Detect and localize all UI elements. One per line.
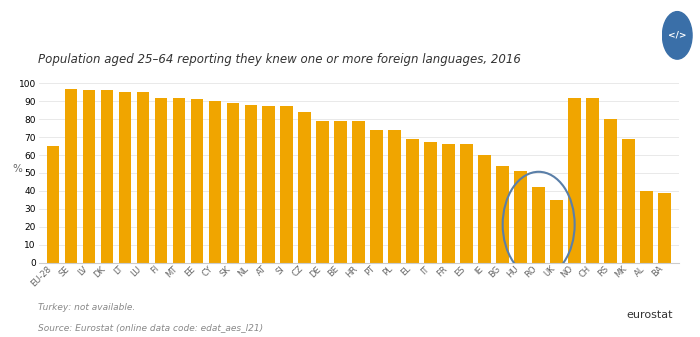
Bar — [83, 90, 95, 263]
Text: Turkey: not available.: Turkey: not available. — [38, 303, 136, 312]
Bar — [533, 187, 545, 263]
Bar — [442, 144, 455, 263]
Bar — [658, 193, 671, 263]
Text: Population aged 25–64 reporting they knew one or more foreign languages, 2016: Population aged 25–64 reporting they kne… — [38, 53, 522, 66]
Bar — [640, 191, 653, 263]
Bar — [227, 103, 239, 263]
Bar — [587, 97, 599, 263]
Bar — [424, 143, 437, 263]
Bar — [190, 99, 203, 263]
Bar — [622, 139, 635, 263]
Bar — [514, 171, 527, 263]
Bar — [136, 92, 149, 263]
Text: </>: </> — [668, 31, 687, 40]
Bar — [316, 121, 329, 263]
Bar — [461, 144, 473, 263]
Bar — [407, 139, 419, 263]
Bar — [389, 130, 401, 263]
Bar — [64, 89, 77, 263]
Text: Source: Eurostat (online data code: edat_aes_l21): Source: Eurostat (online data code: edat… — [38, 324, 264, 333]
Bar — [155, 97, 167, 263]
Bar — [101, 90, 113, 263]
Bar — [478, 155, 491, 263]
Bar — [244, 105, 257, 263]
Bar — [568, 97, 581, 263]
Bar — [118, 92, 131, 263]
Text: eurostat: eurostat — [626, 310, 673, 320]
Bar — [550, 200, 563, 263]
Circle shape — [662, 11, 692, 59]
Bar — [172, 97, 185, 263]
Bar — [262, 106, 275, 263]
Y-axis label: %: % — [12, 163, 22, 174]
Bar — [281, 106, 293, 263]
Bar — [370, 130, 383, 263]
Bar — [335, 121, 347, 263]
Bar — [47, 146, 60, 263]
Bar — [209, 101, 221, 263]
Bar — [496, 166, 509, 263]
Bar — [353, 121, 365, 263]
Bar — [298, 112, 311, 263]
Bar — [604, 119, 617, 263]
